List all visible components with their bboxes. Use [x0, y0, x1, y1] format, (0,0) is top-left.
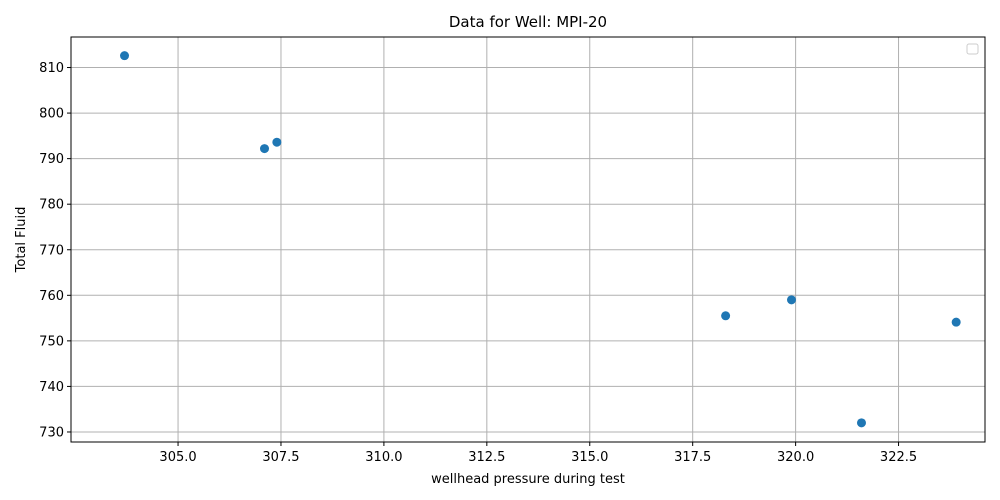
plot-frame [70, 36, 986, 443]
data-points [120, 51, 961, 428]
y-tick-label: 740 [39, 380, 64, 395]
x-axis-label: wellhead pressure during test [431, 472, 625, 487]
data-point [272, 137, 282, 147]
y-axis-label: Total Fluid [14, 207, 29, 274]
y-tick-label: 780 [39, 198, 64, 213]
data-point [721, 311, 731, 321]
y-tick-label: 750 [39, 334, 64, 349]
data-point [951, 317, 961, 327]
data-point [786, 295, 796, 305]
x-tick-label: 307.5 [262, 450, 299, 465]
data-point [120, 51, 130, 61]
axis-ticks: 305.0 307.5 310.0 312.5 315.0 317.5 320.0 322.5… [39, 61, 917, 465]
y-tick-label: 800 [39, 107, 64, 122]
x-tick-label: 315.0 [571, 450, 608, 465]
x-tick-label: 312.5 [468, 450, 505, 465]
y-tick-label: 760 [39, 289, 64, 304]
data-point [260, 144, 270, 154]
x-tick-label: 305.0 [159, 450, 196, 465]
x-tick-label: 310.0 [365, 450, 402, 465]
y-tick-label: 770 [39, 243, 64, 258]
y-tick-label: 790 [39, 152, 64, 167]
grid [71, 37, 985, 442]
chart-title: Data for Well: MPI-20 [449, 13, 607, 31]
x-tick-label: 322.5 [880, 450, 917, 465]
legend-box [966, 43, 979, 55]
x-tick-label: 317.5 [674, 450, 711, 465]
y-tick-label: 810 [39, 61, 64, 76]
x-tick-label: 320.0 [777, 450, 814, 465]
data-point [856, 418, 866, 428]
y-tick-label: 730 [39, 425, 64, 440]
